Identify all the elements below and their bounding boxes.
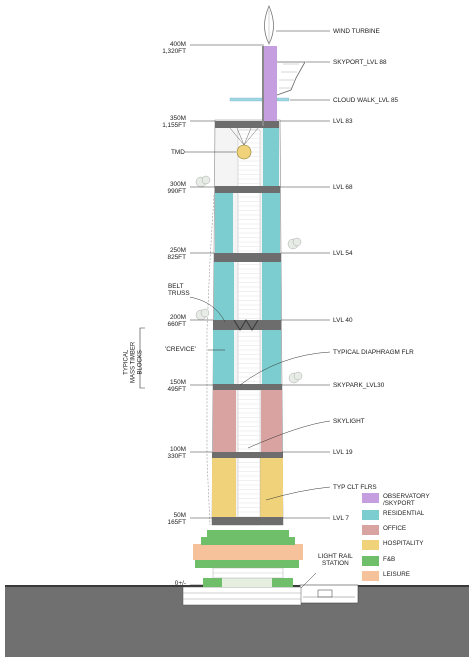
podium-fb-lower	[195, 560, 299, 568]
elevation-200: 200M 660FT	[167, 314, 186, 329]
lvl54-label: LVL 54	[333, 250, 353, 257]
light-rail-label: LIGHT RAIL STATION	[318, 553, 353, 568]
skypark-label: SKYPARK_LVL30	[333, 382, 385, 389]
elevation-350: 350M 1,155FT	[162, 115, 186, 130]
elevation-400: 400M 1,320FT	[162, 41, 186, 56]
basement	[182, 586, 302, 606]
observatory-crown	[262, 46, 277, 121]
cloud-walk-label: CLOUD WALK_LVL 85	[333, 97, 399, 104]
residential-zone-lower-left	[213, 330, 234, 384]
legend-swatch	[362, 540, 379, 550]
office-zone-right	[261, 390, 282, 452]
legend-label: F&B	[383, 556, 396, 563]
mass-timber-bracket	[139, 327, 145, 389]
tmd-label: TMD	[171, 149, 185, 156]
crevice-label: 'CREVICE'	[165, 346, 196, 353]
residential-zone-lower-right	[262, 330, 281, 384]
skylight-label: SKYLIGHT	[333, 418, 365, 425]
elevation-0: 0+/-	[174, 580, 186, 587]
lvl40-label: LVL 40	[333, 317, 353, 324]
diaphragm-label: TYPICAL DIAPHRAGM FLR	[333, 349, 414, 356]
podium-fb-mid	[201, 537, 295, 545]
right-leader-lines	[239, 30, 331, 589]
exterior-stair	[206, 194, 215, 526]
legend-label: HOSPITALITY	[383, 540, 424, 547]
legend-swatch	[362, 525, 379, 535]
sky-level-band	[213, 320, 281, 330]
light-rail-station-box	[299, 584, 359, 604]
lvl7-label: LVL 7	[333, 515, 349, 522]
tree-icon	[287, 237, 302, 250]
legend-swatch	[362, 571, 379, 581]
lvl83-label: LVL 83	[333, 118, 353, 125]
elevation-250: 250M 825FT	[167, 247, 186, 262]
sky-level-band	[212, 517, 283, 525]
elevation-300: 300M 990FT	[167, 181, 186, 196]
tree-icon	[195, 175, 211, 188]
residential-zone-mid-left	[214, 262, 234, 320]
cloud-walk-platform	[229, 97, 263, 102]
podium-leisure-block	[193, 544, 303, 560]
elevation-50: 50M 165FT	[167, 512, 186, 527]
legend-swatch	[362, 493, 379, 503]
residential-zone-upper-left	[215, 193, 233, 253]
hospitality-zone-right	[260, 458, 283, 525]
legend-label: LEISURE	[383, 571, 410, 578]
skyport-label: SKYPORT_LVL 88	[333, 59, 387, 66]
residential-zone-upper-right	[262, 193, 280, 253]
legend-label: RESIDENTIAL	[383, 510, 425, 517]
residential-zone-top-right	[263, 128, 279, 186]
hospitality-zone-left	[212, 458, 236, 525]
legend-label: OFFICE	[383, 525, 407, 532]
sky-level-band	[215, 121, 279, 128]
legend-swatch	[362, 556, 379, 566]
tmd-damper-icon	[236, 144, 252, 160]
sky-level-band	[213, 384, 282, 390]
sky-level-band	[212, 452, 283, 458]
belt-truss	[233, 319, 259, 331]
clt-label: TYP CLT FLRS	[333, 484, 377, 491]
legend-swatch	[362, 510, 379, 520]
left-leader-lines	[185, 44, 264, 586]
lvl68-label: LVL 68	[333, 184, 353, 191]
podium-fb-upper	[207, 530, 289, 538]
upper-shaft	[262, 46, 264, 126]
sky-level-band	[215, 186, 280, 193]
typical-mass-timber-label: TYPICAL MASS TIMBER BLOCKS	[123, 341, 144, 383]
tree-icon	[195, 308, 210, 321]
light-rail-train-icon	[317, 589, 333, 598]
skyport-ramp	[276, 61, 306, 96]
legend-label: OBSERVATORY /SKYPORT	[383, 493, 430, 507]
office-zone-left	[213, 390, 236, 452]
sky-level-band	[214, 253, 281, 262]
tree-icon	[288, 371, 303, 384]
wind-turbine-label: WIND TURBINE	[333, 28, 380, 35]
belt-truss-label: BELT TRUSS	[168, 283, 190, 298]
lvl19-label: LVL 19	[333, 449, 353, 456]
residential-zone-mid-right	[262, 262, 281, 320]
elevation-100: 100M 330FT	[167, 446, 186, 461]
elevation-150: 150M 495FT	[167, 379, 186, 394]
